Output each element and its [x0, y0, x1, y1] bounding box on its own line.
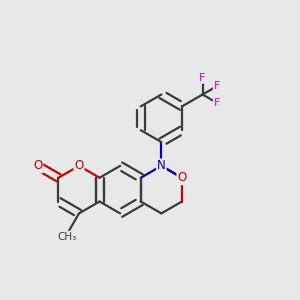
Text: F: F [200, 73, 206, 83]
Text: N: N [157, 159, 166, 172]
Text: O: O [74, 159, 84, 172]
Text: F: F [214, 81, 220, 91]
Text: O: O [33, 159, 42, 172]
Text: F: F [214, 98, 220, 108]
Text: CH₃: CH₃ [58, 232, 77, 242]
Text: O: O [177, 171, 187, 184]
